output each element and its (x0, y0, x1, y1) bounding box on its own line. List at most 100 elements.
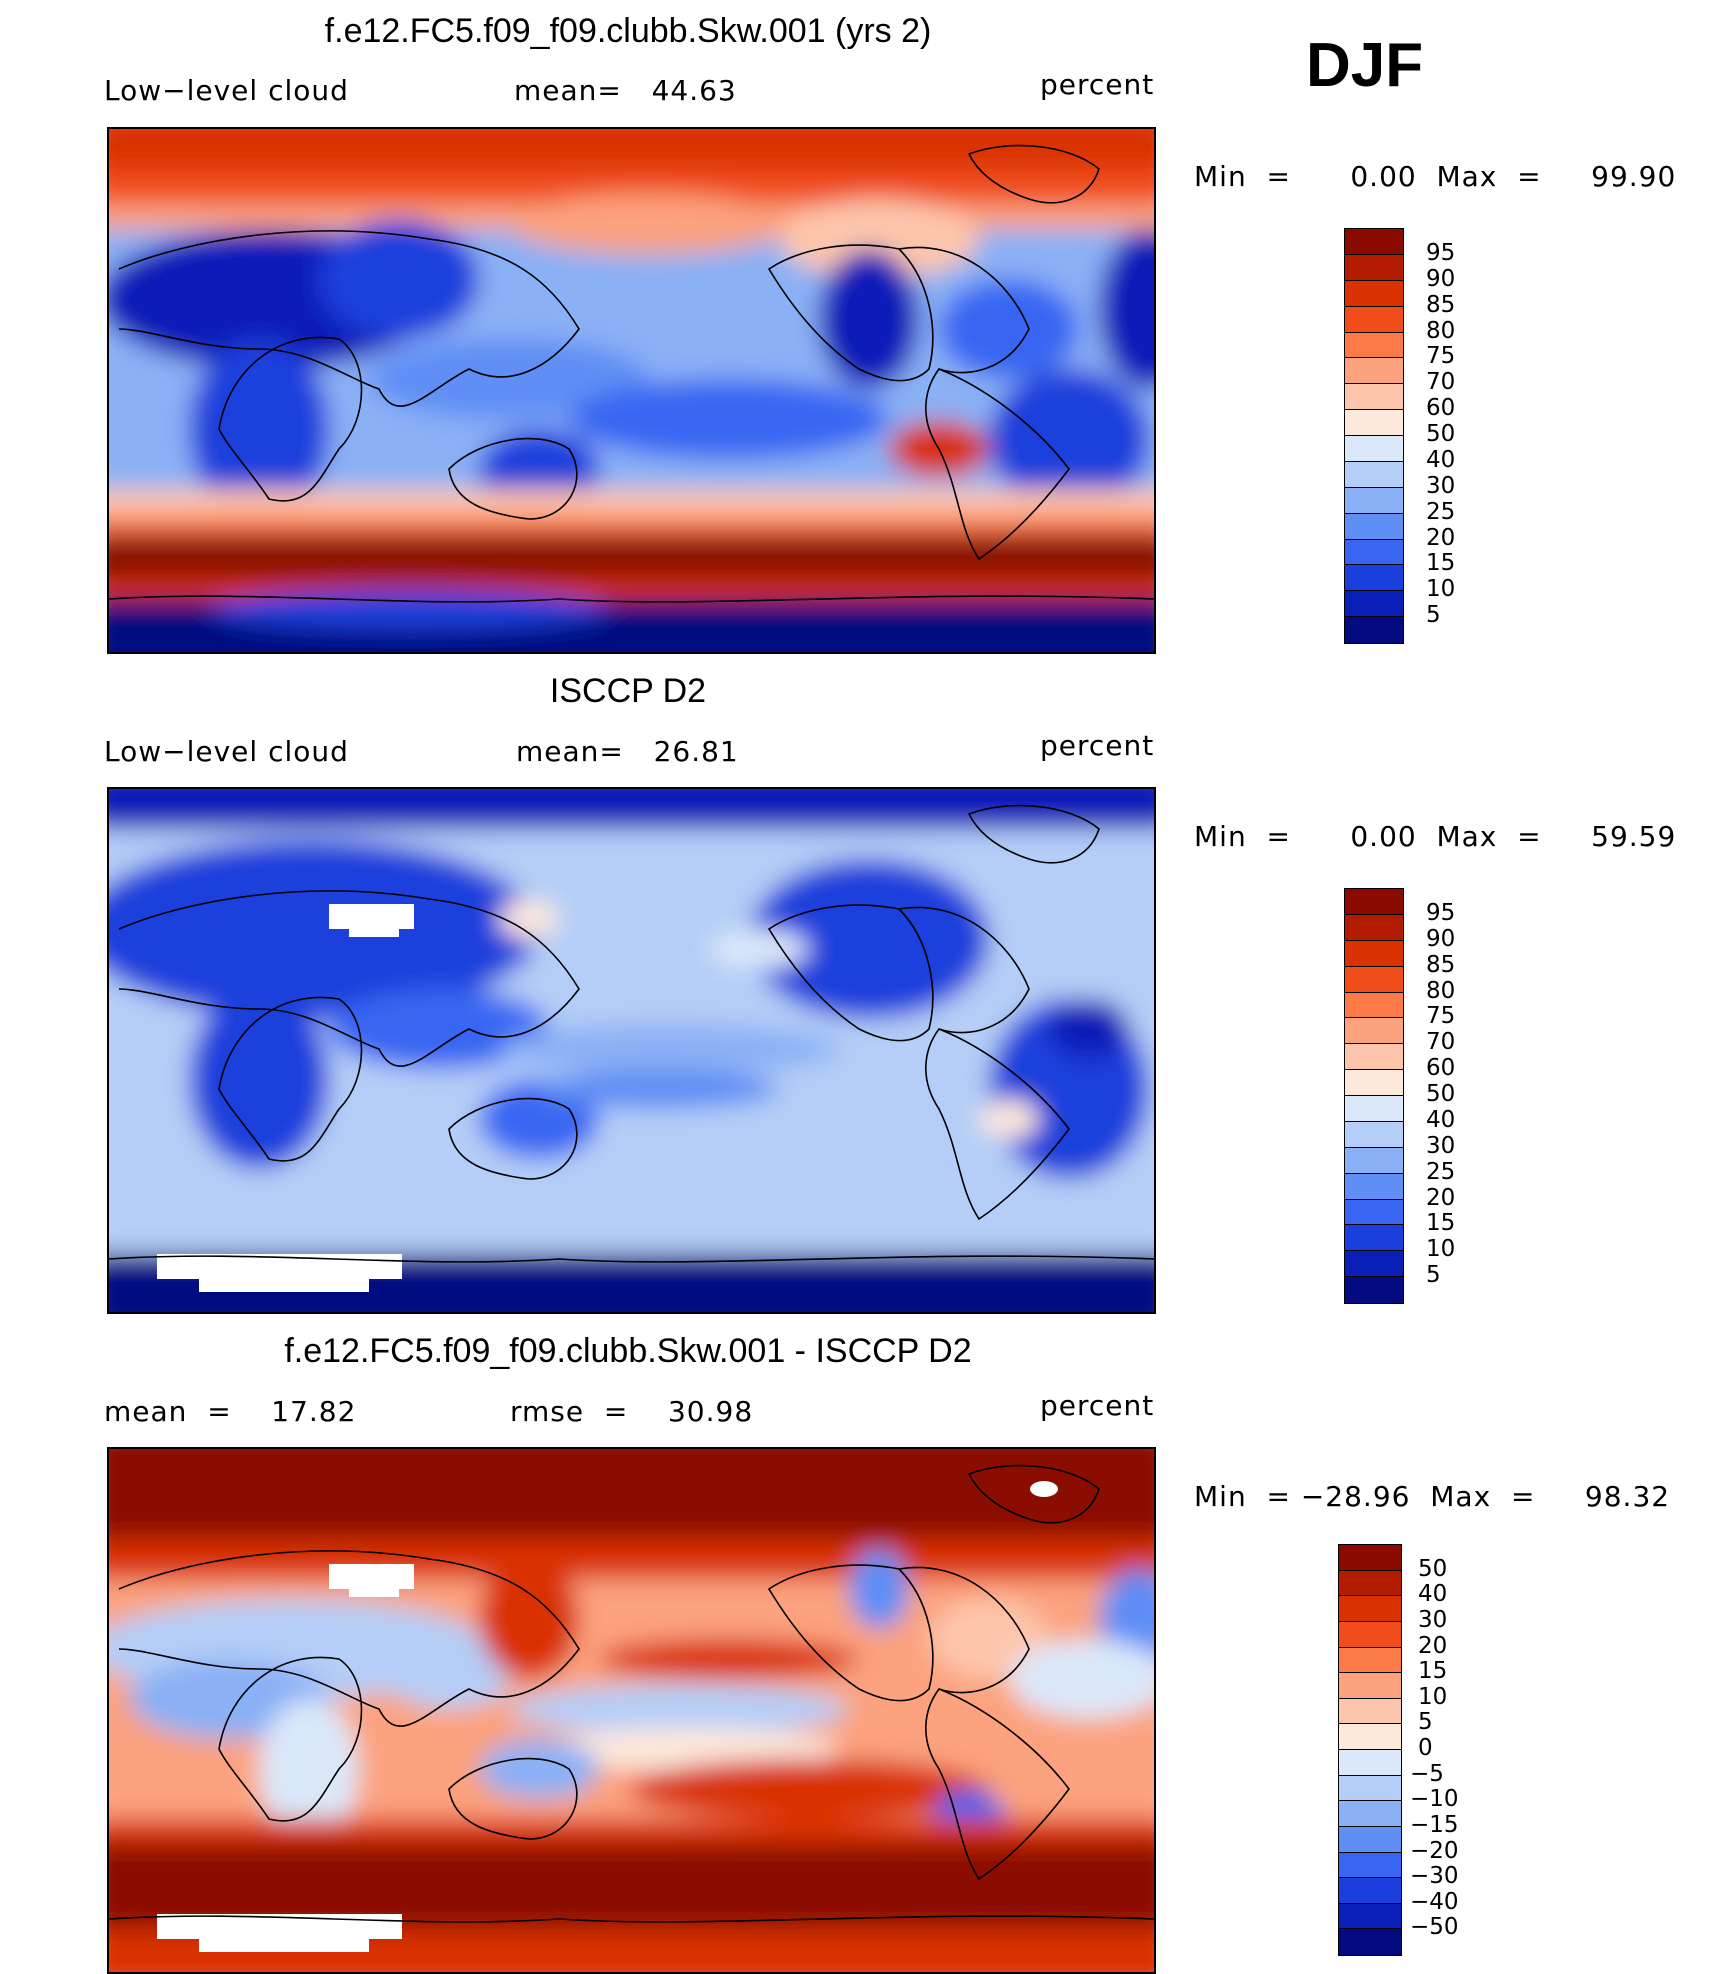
colorbar-segment (1345, 966, 1403, 993)
colorbar-tick-label: 10 (1426, 576, 1456, 603)
colorbar-segment (1345, 1121, 1403, 1148)
colorbar-segment (1345, 306, 1403, 333)
colorbar-tick-label: 10 (1426, 1236, 1456, 1263)
colorbar-tick-label: 90 (1426, 925, 1456, 952)
colorbar-segment (1345, 487, 1403, 514)
colorbar-segment (1345, 436, 1403, 462)
colorbar-tick-label: 30 (1426, 472, 1456, 499)
colorbar-segment (1345, 565, 1403, 592)
colorbar-tick-label: 80 (1426, 317, 1456, 344)
panel-obs-colorbar (1344, 888, 1404, 1304)
colorbar-segment (1345, 254, 1403, 281)
colorbar-segment (1345, 1199, 1403, 1226)
colorbar-tick-label: 5 (1426, 1262, 1441, 1289)
panel-diff-title: f.e12.FC5.f09_f09.clubb.Skw.001 - ISCCP … (284, 1332, 972, 1370)
panel-obs-colorbar-labels: 95 90 85 80 75 70 60 50 40 30 25 20 15 10 5 (1422, 888, 1502, 1304)
panel-model-map (107, 127, 1156, 654)
colorbar-segment (1339, 1596, 1401, 1622)
colorbar-tick-label: 75 (1426, 343, 1456, 370)
colorbar-segment (1339, 1826, 1401, 1853)
colorbar-segment (1345, 513, 1403, 540)
colorbar-segment (1345, 940, 1403, 967)
colorbar-segment (1345, 539, 1403, 566)
colorbar-tick-label: 50 (1426, 1081, 1456, 1107)
colorbar-tick-label: 30 (1418, 1606, 1448, 1633)
colorbar-tick-label: 85 (1426, 951, 1456, 978)
colorbar-segment (1339, 1621, 1401, 1648)
panel-obs-left-label: Low−level cloud (104, 735, 349, 768)
colorbar-segment (1345, 1147, 1403, 1174)
panel-obs-mean: mean= 26.81 (516, 735, 739, 768)
colorbar-segment (1345, 992, 1403, 1019)
colorbar-segment (1345, 332, 1403, 359)
colorbar-tick-label: −50 (1410, 1914, 1459, 1941)
colorbar-tick-label: 90 (1426, 265, 1456, 292)
colorbar-tick-label: 80 (1426, 977, 1456, 1004)
colorbar-segment (1339, 1698, 1401, 1725)
colorbar-segment (1339, 1724, 1401, 1750)
panel-diff-rmse: rmse = 30.98 (510, 1395, 754, 1428)
colorbar-segment (1339, 1878, 1401, 1904)
colorbar-segment (1339, 1750, 1401, 1776)
colorbar-segment (1345, 384, 1403, 411)
colorbar-segment (1345, 1044, 1403, 1071)
panel-model-units: percent (1040, 68, 1155, 101)
colorbar-segment (1345, 410, 1403, 436)
colorbar-tick-label: 20 (1426, 1184, 1456, 1211)
colorbar-segment (1345, 1251, 1403, 1278)
colorbar-segment (1345, 461, 1403, 488)
colorbar-segment (1345, 1277, 1403, 1303)
colorbar-segment (1339, 1647, 1401, 1674)
panel-diff-units: percent (1040, 1389, 1155, 1422)
colorbar-segment (1339, 1545, 1401, 1571)
colorbar-segment (1339, 1570, 1401, 1597)
colorbar-segment (1345, 617, 1403, 643)
colorbar-tick-label: 15 (1418, 1658, 1448, 1685)
panel-obs-map (107, 787, 1156, 1314)
colorbar-tick-label: 50 (1418, 1555, 1448, 1582)
panel-model-title: f.e12.FC5.f09_f09.clubb.Skw.001 (yrs 2) (324, 12, 932, 50)
colorbar-segment (1345, 591, 1403, 618)
panel-model-colorbar-labels: 95 90 85 80 75 70 60 50 40 30 25 20 15 10 5 (1422, 228, 1502, 644)
colorbar-segment (1339, 1929, 1401, 1955)
colorbar-segment (1339, 1852, 1401, 1879)
panel-obs-title: ISCCP D2 (549, 672, 707, 710)
colorbar-segment (1345, 1173, 1403, 1200)
colorbar-tick-label: 70 (1426, 1029, 1456, 1056)
colorbar-tick-label: 20 (1418, 1632, 1448, 1659)
panel-diff-colorbar-labels: 50 40 30 20 15 10 5 0 −5 −10 −15 −20 −30 −40 −50 (1410, 1544, 1494, 1956)
colorbar-tick-label: 40 (1426, 1106, 1456, 1133)
colorbar-segment (1345, 1096, 1403, 1122)
colorbar-tick-label: 10 (1418, 1683, 1448, 1710)
colorbar-segment (1345, 280, 1403, 307)
panel-model-mean: mean= 44.63 (514, 74, 737, 107)
colorbar-segment (1339, 1673, 1401, 1699)
colorbar-tick-label: 25 (1426, 1158, 1456, 1185)
colorbar-tick-label: 40 (1426, 446, 1456, 473)
colorbar-tick-label: −20 (1410, 1837, 1459, 1864)
colorbar-tick-label: 60 (1426, 395, 1456, 422)
colorbar-tick-label: 0 (1418, 1735, 1433, 1761)
panel-diff-minmax: Min = −28.96 Max = 98.32 (1194, 1480, 1671, 1513)
colorbar-segment (1339, 1775, 1401, 1802)
colorbar-tick-label: 50 (1426, 421, 1456, 447)
colorbar-tick-label: 70 (1426, 369, 1456, 396)
colorbar-tick-label: −15 (1410, 1811, 1459, 1838)
colorbar-tick-label: 85 (1426, 291, 1456, 318)
colorbar-segment (1345, 889, 1403, 915)
colorbar-tick-label: −40 (1410, 1888, 1459, 1915)
panel-diff-map (107, 1447, 1156, 1974)
colorbar-tick-label: 5 (1426, 602, 1441, 629)
colorbar-segment (1345, 914, 1403, 941)
colorbar-segment (1345, 1225, 1403, 1252)
colorbar-tick-label: −5 (1410, 1760, 1444, 1787)
colorbar-tick-label: 5 (1418, 1709, 1433, 1736)
panel-diff-mean: mean = 17.82 (104, 1395, 357, 1428)
season-label: DJF (1306, 31, 1424, 100)
panel-obs-units: percent (1040, 729, 1155, 762)
colorbar-tick-label: 25 (1426, 498, 1456, 525)
colorbar-tick-label: 60 (1426, 1055, 1456, 1082)
colorbar-tick-label: 15 (1426, 1210, 1456, 1237)
panel-model-colorbar (1344, 228, 1404, 644)
colorbar-tick-label: 95 (1426, 899, 1456, 926)
